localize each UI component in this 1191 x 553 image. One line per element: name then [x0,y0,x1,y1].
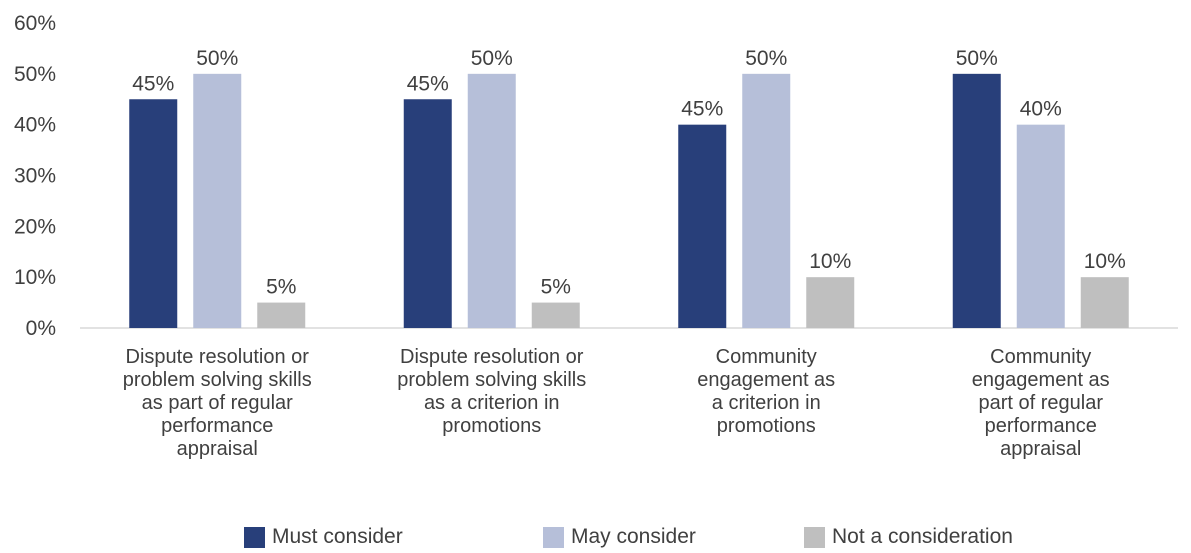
category-label-line: as part of regular [141,392,293,414]
data-label: 50% [745,47,787,70]
category-label: Dispute resolution or problem solving ski… [367,346,617,438]
y-tick-label: 30% [14,165,56,188]
data-label: 10% [809,250,851,273]
legend-swatch [244,526,265,548]
y-axis-tick-labels: 0% 10% 20% 30% 40% 50% 60% [14,12,56,340]
category-label-line: a criterion in [711,392,821,414]
bars [129,73,1129,329]
category-label-line: Dispute resolution or [400,346,584,368]
bar [467,73,516,328]
bar [1080,277,1129,328]
category-label-line: Community [715,346,817,368]
legend-label: Not a consideration [832,525,1013,548]
bar [806,277,855,328]
legend: Must consider May consider Not a considera… [0,525,1191,553]
data-labels: 45% 50% 5% 45% 50% 5% 45% 50% 10% 50% 40% 10% [132,47,1126,299]
y-tick-label: 50% [14,63,56,86]
data-label: 45% [132,72,174,95]
category-label-line: performance [161,415,274,437]
category-label-line: engagement as [971,369,1110,391]
category-label: Community engagement as part of regular per… [916,346,1166,461]
data-label: 5% [266,276,296,299]
y-tick-label: 20% [14,215,56,238]
bar [1016,124,1065,329]
legend-swatch [804,526,825,548]
legend-item: May consider [543,525,696,549]
bar [952,73,1001,328]
bar [129,99,178,328]
category-label-line: problem solving skills [122,369,312,391]
legend-item: Must consider [244,525,403,549]
data-label: 45% [407,72,449,95]
legend-swatch [543,526,564,548]
data-label: 5% [541,276,571,299]
bar [193,73,242,328]
bar [257,302,306,328]
bar [531,302,580,328]
category-label-line: as a criterion in [423,392,560,414]
category-label-line: promotions [442,415,542,437]
category-label-line: Community [990,346,1092,368]
data-label: 40% [1020,98,1062,121]
data-label: 50% [196,47,238,70]
category-label-line: promotions [716,415,816,437]
data-label: 10% [1084,250,1126,273]
category-label-line: appraisal [176,438,258,460]
legend-label: Must consider [272,525,403,548]
y-tick-label: 10% [14,266,56,289]
data-label: 50% [956,47,998,70]
y-tick-label: 0% [26,317,56,340]
y-tick-label: 40% [14,114,56,137]
category-label-line: Dispute resolution or [125,346,309,368]
legend-item: Not a consideration [804,525,1013,549]
category-label-line: part of regular [978,392,1103,414]
category-label-line: engagement as [697,369,836,391]
category-label: Dispute resolution or problem solving ski… [92,346,342,461]
data-label: 50% [471,47,513,70]
legend-label: May consider [571,525,696,548]
category-label-line: problem solving skills [397,369,587,391]
y-tick-label: 60% [14,12,56,35]
category-label: Community engagement as a criterion in prom… [641,346,891,438]
bar [678,124,727,329]
bar [742,73,791,328]
bar-chart: 0%10%20%30%40%50%60% 45%50%5%45%50%5%45%… [14,12,1178,340]
category-label-line: performance [984,415,1097,437]
bar [403,99,452,328]
data-label: 45% [681,98,723,121]
category-label-line: appraisal [1000,438,1082,460]
